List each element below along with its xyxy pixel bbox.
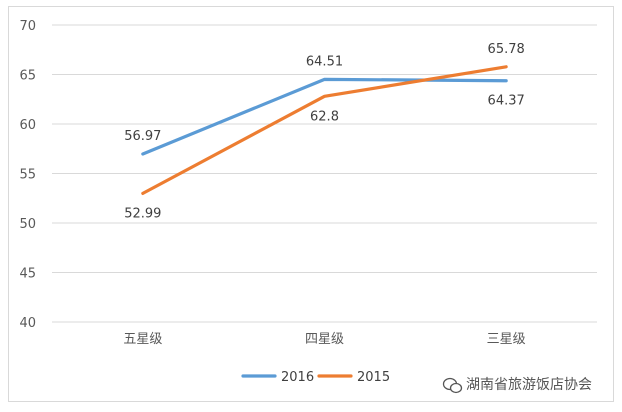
data-label: 52.99: [124, 206, 161, 221]
y-tick-label: 70: [19, 19, 36, 34]
x-tick-label: 四星级: [305, 332, 344, 347]
y-tick-label: 65: [19, 69, 36, 84]
x-tick-label: 五星级: [123, 332, 162, 347]
y-tick-label: 55: [19, 168, 36, 183]
watermark-text: 湖南省旅游饭店协会: [466, 377, 592, 393]
watermark: 湖南省旅游饭店协会: [442, 377, 592, 394]
legend-label: 2016: [281, 370, 314, 385]
gridlines: [52, 24, 597, 323]
data-label: 56.97: [124, 129, 161, 144]
data-label: 62.8: [310, 109, 339, 124]
chart-frame: [8, 6, 614, 402]
y-axis-ticks: 40 45 50 55 60 65 70: [19, 19, 36, 331]
wechat-icon: [442, 377, 463, 394]
legend-label: 2015: [357, 370, 390, 385]
y-tick-label: 40: [19, 316, 36, 331]
y-tick-label: 45: [19, 267, 36, 282]
y-tick-label: 60: [19, 118, 36, 133]
series-line-2016: [141, 77, 508, 156]
data-label: 64.51: [306, 54, 343, 69]
data-label: 65.78: [488, 42, 525, 57]
x-axis-ticks: 五星级 四星级 三星级: [123, 332, 525, 347]
x-tick-label: 三星级: [487, 332, 526, 347]
series-line-2015: [141, 65, 508, 195]
data-labels: 56.97 52.99 64.51 62.8 64.37 65.78: [124, 42, 525, 222]
data-label: 64.37: [488, 94, 525, 109]
y-tick-label: 50: [19, 217, 36, 232]
legend: 2016 2015: [241, 370, 390, 385]
series-lines: [141, 65, 508, 195]
